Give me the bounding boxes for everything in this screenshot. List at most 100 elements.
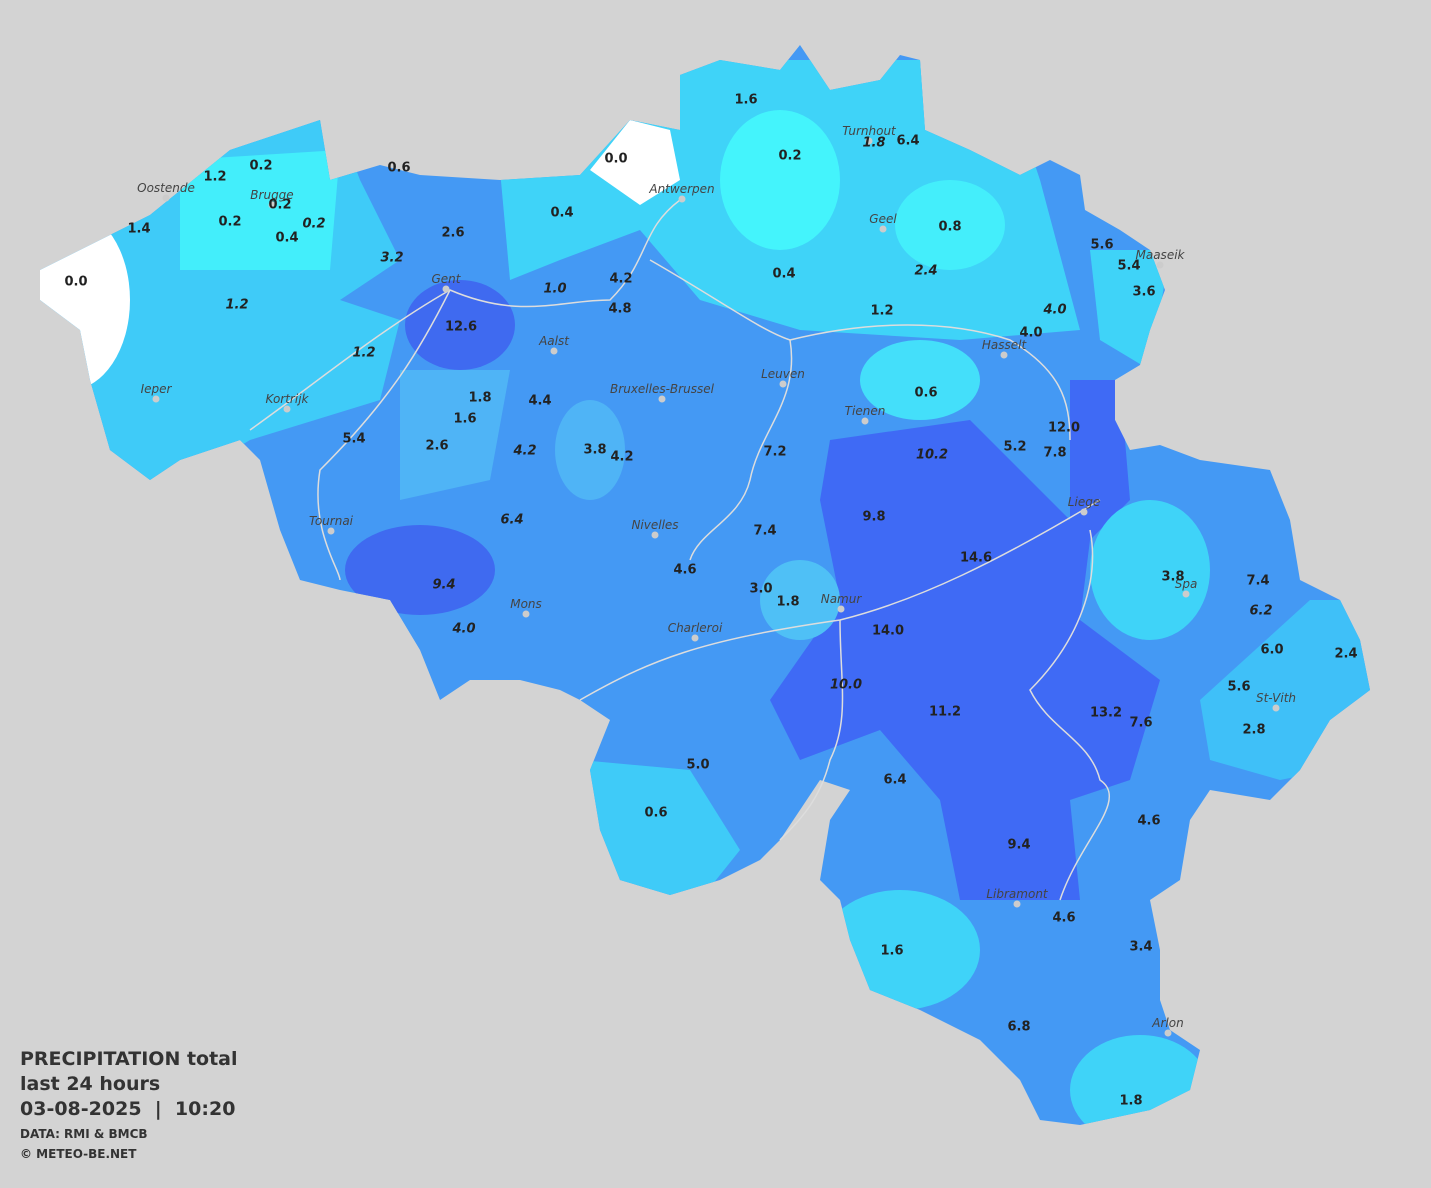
city-label: Libramont [986,887,1049,901]
rivers [249,199,1111,901]
station-value: 3.6 [1132,285,1155,300]
legend-source: DATA: RMI & BMCB [20,1127,148,1141]
station-value: 4.0 [1042,303,1066,318]
station-value: 4.6 [1137,814,1160,829]
station-value: 0.4 [772,267,795,282]
station-value: 1.8 [1119,1094,1142,1109]
station-value: 5.4 [1117,259,1140,274]
station-value: 10.2 [916,448,948,463]
city-label: Kortrijk [266,392,310,406]
city-label: Brugge [250,188,293,202]
station-value: 9.8 [862,510,885,525]
station-value: 0.4 [275,231,298,246]
station-value: 6.0 [1260,643,1283,658]
city-dot [1080,508,1088,516]
city-dot [861,417,869,425]
station-value: 7.8 [1043,446,1066,461]
city-dot [327,527,335,535]
station-value: 10.0 [830,678,862,693]
station-value: 0.6 [644,806,667,821]
cities: Oostende Brugge Antwerpen Turnhout Geel Maase… [137,124,1296,1037]
station-value: 2.6 [425,439,448,454]
station-value: 0.0 [604,152,627,167]
station-value: 12.0 [1048,421,1080,436]
station-value: 0.2 [302,217,325,232]
legend-credit: © METEO-BE.NET [20,1147,137,1161]
station-value: 4.2 [609,272,632,287]
legend-title: PRECIPITATION total [20,1048,238,1070]
city-label: Aalst [538,334,570,348]
station-value: 1.2 [870,304,893,319]
station-value: 4.6 [673,563,696,578]
station-value: 7.4 [753,524,776,539]
station-value: 4.0 [1019,326,1042,341]
city-label: Tournai [309,514,354,528]
station-value: 5.6 [1090,238,1113,253]
station-value: 0.6 [387,161,410,176]
station-value: 4.8 [608,302,631,317]
station-value: 2.6 [441,226,464,241]
legend-datetime: 03-08-2025 | 10:20 [20,1098,235,1120]
city-dot [691,634,699,642]
station-value: 0.6 [914,386,937,401]
station-value: 2.4 [1334,647,1357,662]
station-value: 1.4 [127,222,150,237]
city-label: Leuven [761,367,805,381]
station-value: 4.2 [512,444,536,459]
station-value: 11.2 [929,705,961,720]
station-value: 1.6 [734,93,757,108]
city-dot [268,201,276,209]
city-dot [152,395,160,403]
city-dot [1013,900,1021,908]
station-value: 14.6 [960,551,992,566]
city-label: Tienen [845,404,886,418]
station-value: 0.4 [550,206,573,221]
city-dot [1000,351,1008,359]
station-value: 1.2 [225,298,248,313]
city-dot [550,347,558,355]
city-label: Geel [869,212,897,226]
station-value: 0.8 [938,220,961,235]
station-value: 14.0 [872,624,904,639]
city-dot [1164,1029,1172,1037]
city-dot [1182,590,1190,598]
station-value: 3.8 [583,443,606,458]
station-value: 5.6 [1227,680,1250,695]
city-label: St-Vith [1256,691,1296,705]
station-value: 4.0 [451,622,475,637]
city-dot [658,395,666,403]
city-dot [442,285,450,293]
city-dot [651,531,659,539]
city-label: Antwerpen [648,182,714,196]
station-value: 13.2 [1090,706,1122,721]
city-label: Charleroi [668,621,723,635]
station-value: 9.4 [432,578,455,593]
station-value: 6.4 [883,773,906,788]
city-dot [283,405,291,413]
city-dot [879,225,887,233]
station-value: 1.6 [453,412,476,427]
city-label: Arlon [1151,1016,1183,1030]
station-value: 6.2 [1249,604,1272,619]
city-label: Bruxelles-Brussel [610,382,715,396]
city-label: Oostende [137,181,195,195]
station-value: 0.2 [268,198,291,213]
city-dot [779,380,787,388]
station-value: 7.6 [1129,716,1152,731]
city-label: Hasselt [982,338,1028,352]
station-value: 6.4 [896,134,919,149]
station-value: 3.8 [1161,570,1184,585]
city-dot [1272,704,1280,712]
city-label: Liege [1068,495,1100,509]
station-value: 1.6 [880,944,903,959]
station-value: 7.2 [763,445,786,460]
legend: PRECIPITATION total last 24 hours 03-08-… [20,1048,238,1161]
city-label: Spa [1175,577,1198,591]
station-value: 5.2 [1003,440,1026,455]
city-dot [837,605,845,613]
station-value: 4.4 [528,394,551,409]
station-value: 12.6 [445,320,477,335]
station-value: 6.4 [500,513,523,528]
station-value: 4.6 [1052,911,1075,926]
